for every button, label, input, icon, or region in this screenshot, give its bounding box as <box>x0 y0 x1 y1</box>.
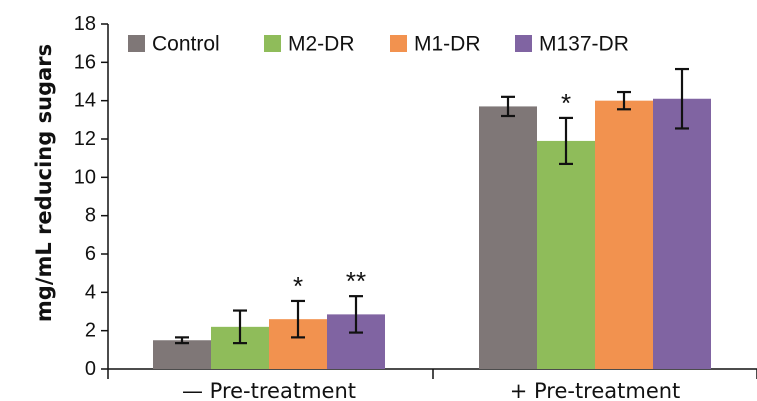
y-tick-label: 18 <box>74 13 96 35</box>
y-tick-label: 12 <box>74 128 96 150</box>
legend-label: M1-DR <box>414 33 481 56</box>
y-tick-label: 8 <box>85 205 96 227</box>
legend-swatch <box>515 35 532 52</box>
legend: Control M2-DR M1-DR M137-DR <box>128 33 629 56</box>
y-tick-label: 2 <box>85 320 96 342</box>
legend-label: M137-DR <box>539 33 629 56</box>
significance-mark: * <box>293 271 303 301</box>
y-tick-label: 14 <box>74 90 96 112</box>
y-tick-label: 4 <box>85 281 96 303</box>
bars <box>153 98 711 370</box>
bar <box>537 140 595 369</box>
bar <box>653 98 711 369</box>
x-category-label: + Pre-treatment <box>510 379 681 401</box>
legend-swatch <box>128 35 145 52</box>
legend-label: M2-DR <box>288 33 355 56</box>
legend-label: Control <box>152 33 220 56</box>
y-axis-label: mg/mL reducing sugars <box>32 44 56 322</box>
x-axis: — Pre-treatment + Pre-treatment <box>107 368 757 401</box>
bar <box>153 340 211 369</box>
significance-mark: ** <box>346 266 366 296</box>
legend-swatch <box>390 35 407 52</box>
y-tick-label: 10 <box>74 166 96 188</box>
y-tick-label: 16 <box>74 51 96 73</box>
bar <box>595 100 653 370</box>
significance-marks: * *** <box>293 88 571 301</box>
error-bars <box>175 67 689 345</box>
x-category-label: — Pre-treatment <box>182 379 356 401</box>
y-axis: 0 2 4 6 8 10 12 14 16 18 <box>74 13 109 380</box>
significance-mark: * <box>561 88 571 118</box>
bar <box>479 106 537 370</box>
y-tick-label: 0 <box>85 358 96 380</box>
y-tick-label: 6 <box>85 243 96 265</box>
legend-swatch <box>264 35 281 52</box>
